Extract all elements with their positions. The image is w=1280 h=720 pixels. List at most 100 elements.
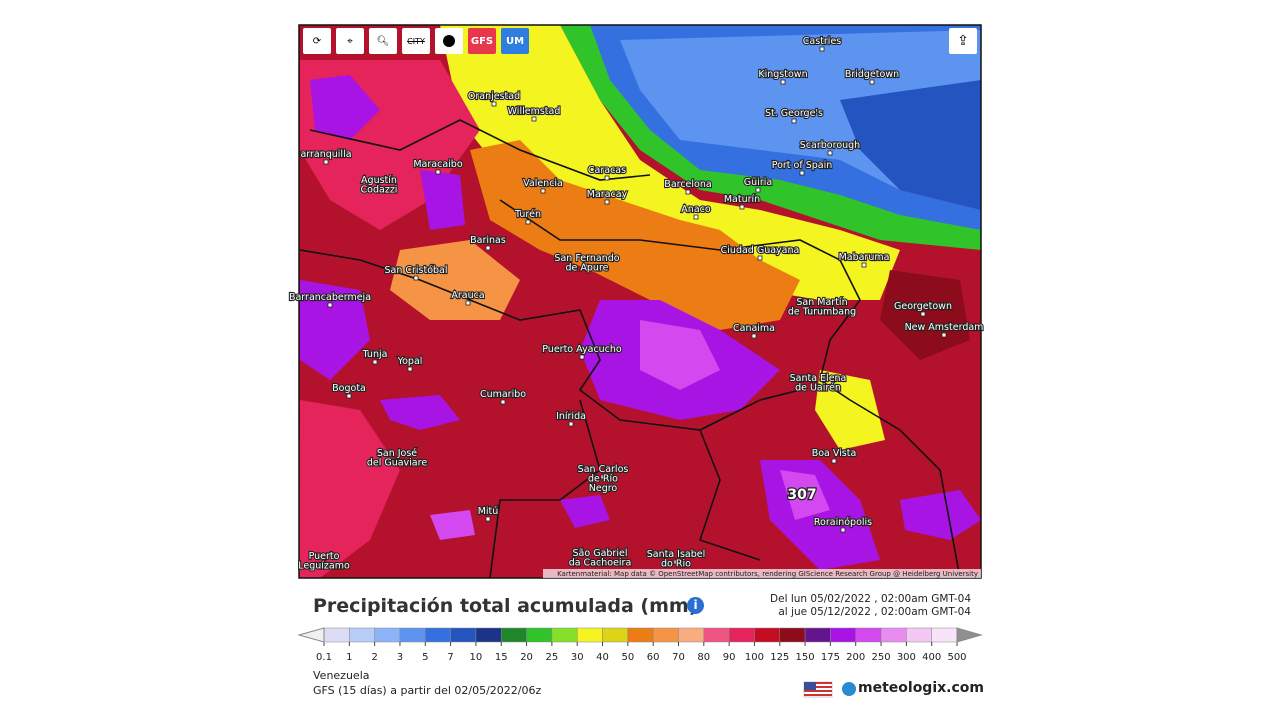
city-line: San José <box>377 448 417 459</box>
city-marker <box>604 199 610 205</box>
legend-label: 7 <box>447 652 453 663</box>
city-marker <box>376 185 382 191</box>
city-label: Boa Vista <box>812 448 857 459</box>
city-label: Maturín <box>724 194 760 205</box>
city-marker <box>920 311 926 317</box>
city-button[interactable]: CITY <box>402 28 430 54</box>
city-label: New Amsterdam <box>905 322 984 333</box>
city-marker <box>407 366 413 372</box>
city-marker <box>799 170 805 176</box>
legend-swatch <box>652 627 679 643</box>
city-marker <box>941 332 947 338</box>
max-label: 307 <box>787 487 816 503</box>
flag-stripes <box>804 682 832 696</box>
city-line: San Cristóbal <box>384 265 447 276</box>
city-line: Güiria <box>744 177 772 188</box>
legend-label: 100 <box>745 652 764 663</box>
city-label: Port of Spain <box>772 160 833 171</box>
city-marker <box>579 354 585 360</box>
brand: meteologix.com <box>858 680 984 696</box>
legend-swatch <box>323 627 350 643</box>
city-marker <box>755 187 761 193</box>
city-label: Georgetown <box>894 301 952 312</box>
city-marker <box>491 101 497 107</box>
legend-label: 30 <box>571 652 584 663</box>
city-line: Barinas <box>470 235 506 246</box>
city-label: Ciudad Guayana <box>721 245 800 256</box>
zoom-button[interactable]: 🔍︎ <box>369 28 397 54</box>
city-line: Canaima <box>733 323 775 334</box>
city-line: Santa Elena <box>790 373 847 384</box>
city-marker <box>780 79 786 85</box>
city-label: arranquilla <box>300 149 351 160</box>
legend-swatch <box>754 627 781 643</box>
um-button[interactable]: UM <box>501 28 529 54</box>
city-label: Santa Isabel do Rio <box>647 549 706 570</box>
city-marker <box>394 458 400 464</box>
city-marker <box>685 189 691 195</box>
legend-swatch <box>551 627 578 643</box>
city-line: Puerto <box>309 551 340 562</box>
legend-label: 15 <box>495 652 508 663</box>
city-marker <box>739 204 745 210</box>
city-line: Port of Spain <box>772 160 833 171</box>
city-marker <box>757 255 763 261</box>
city-line: Kingstown <box>758 69 807 80</box>
city-marker <box>525 219 531 225</box>
legend-swatch <box>830 627 856 643</box>
city-marker <box>751 333 757 339</box>
legend-label: 25 <box>546 652 559 663</box>
city-line: Yopal <box>397 356 423 367</box>
city-line: Cumaribo <box>480 389 526 400</box>
legend-swatch <box>349 627 375 643</box>
city-line: Boa Vista <box>812 448 857 459</box>
city-label: Caracas <box>588 165 626 176</box>
layer-button[interactable] <box>435 28 463 54</box>
city-marker <box>584 263 590 269</box>
brand-logo <box>842 682 856 696</box>
city-marker <box>791 118 797 124</box>
city-label: Barrancabermeja <box>289 292 371 303</box>
legend-swatch <box>627 627 654 643</box>
city-label: Santa Elena de Uairén <box>790 373 847 394</box>
city-label: Canaima <box>733 323 775 334</box>
city-marker <box>485 516 491 522</box>
city-line: da Cachoeira <box>569 558 632 569</box>
city-line: Rorainópolis <box>814 517 872 528</box>
city-label: Bogota <box>332 383 366 394</box>
city-line: Tunja <box>362 349 388 360</box>
city-marker <box>869 79 875 85</box>
city-marker <box>465 300 471 306</box>
city-marker <box>500 399 506 405</box>
city-line: Willemstad <box>508 106 561 117</box>
city-line: Turén <box>514 209 541 220</box>
city-line: Puerto Ayacucho <box>542 344 622 355</box>
legend-label: 70 <box>672 652 685 663</box>
city-line: Agustín <box>361 175 397 186</box>
city-marker <box>485 245 491 251</box>
city-line: arranquilla <box>300 149 351 160</box>
city-line: de Uairén <box>795 383 841 394</box>
city-line: Mitú <box>478 506 499 517</box>
refresh-button[interactable]: ⟳ <box>303 28 331 54</box>
city-line: St. George's <box>765 108 823 119</box>
city-marker <box>597 558 603 564</box>
legend-label: 3 <box>397 652 403 663</box>
legend-label: 0.1 <box>316 652 332 663</box>
location-button[interactable]: ⌖ <box>336 28 364 54</box>
city-marker <box>827 150 833 156</box>
legend-label: 60 <box>647 652 660 663</box>
city-label: Agustín Codazzi <box>361 175 398 196</box>
legend-label: 150 <box>796 652 815 663</box>
legend-swatch <box>931 627 958 643</box>
legend-swatch <box>576 627 603 643</box>
share-button[interactable]: ⇪ <box>949 28 977 54</box>
legend-label: 1 <box>346 652 352 663</box>
info-button[interactable]: i <box>687 597 704 614</box>
city-marker <box>819 46 825 52</box>
legend-swatch <box>880 627 907 643</box>
city-marker <box>815 383 821 389</box>
city-line: Codazzi <box>361 185 398 196</box>
gfs-button[interactable]: GFS <box>468 28 496 54</box>
